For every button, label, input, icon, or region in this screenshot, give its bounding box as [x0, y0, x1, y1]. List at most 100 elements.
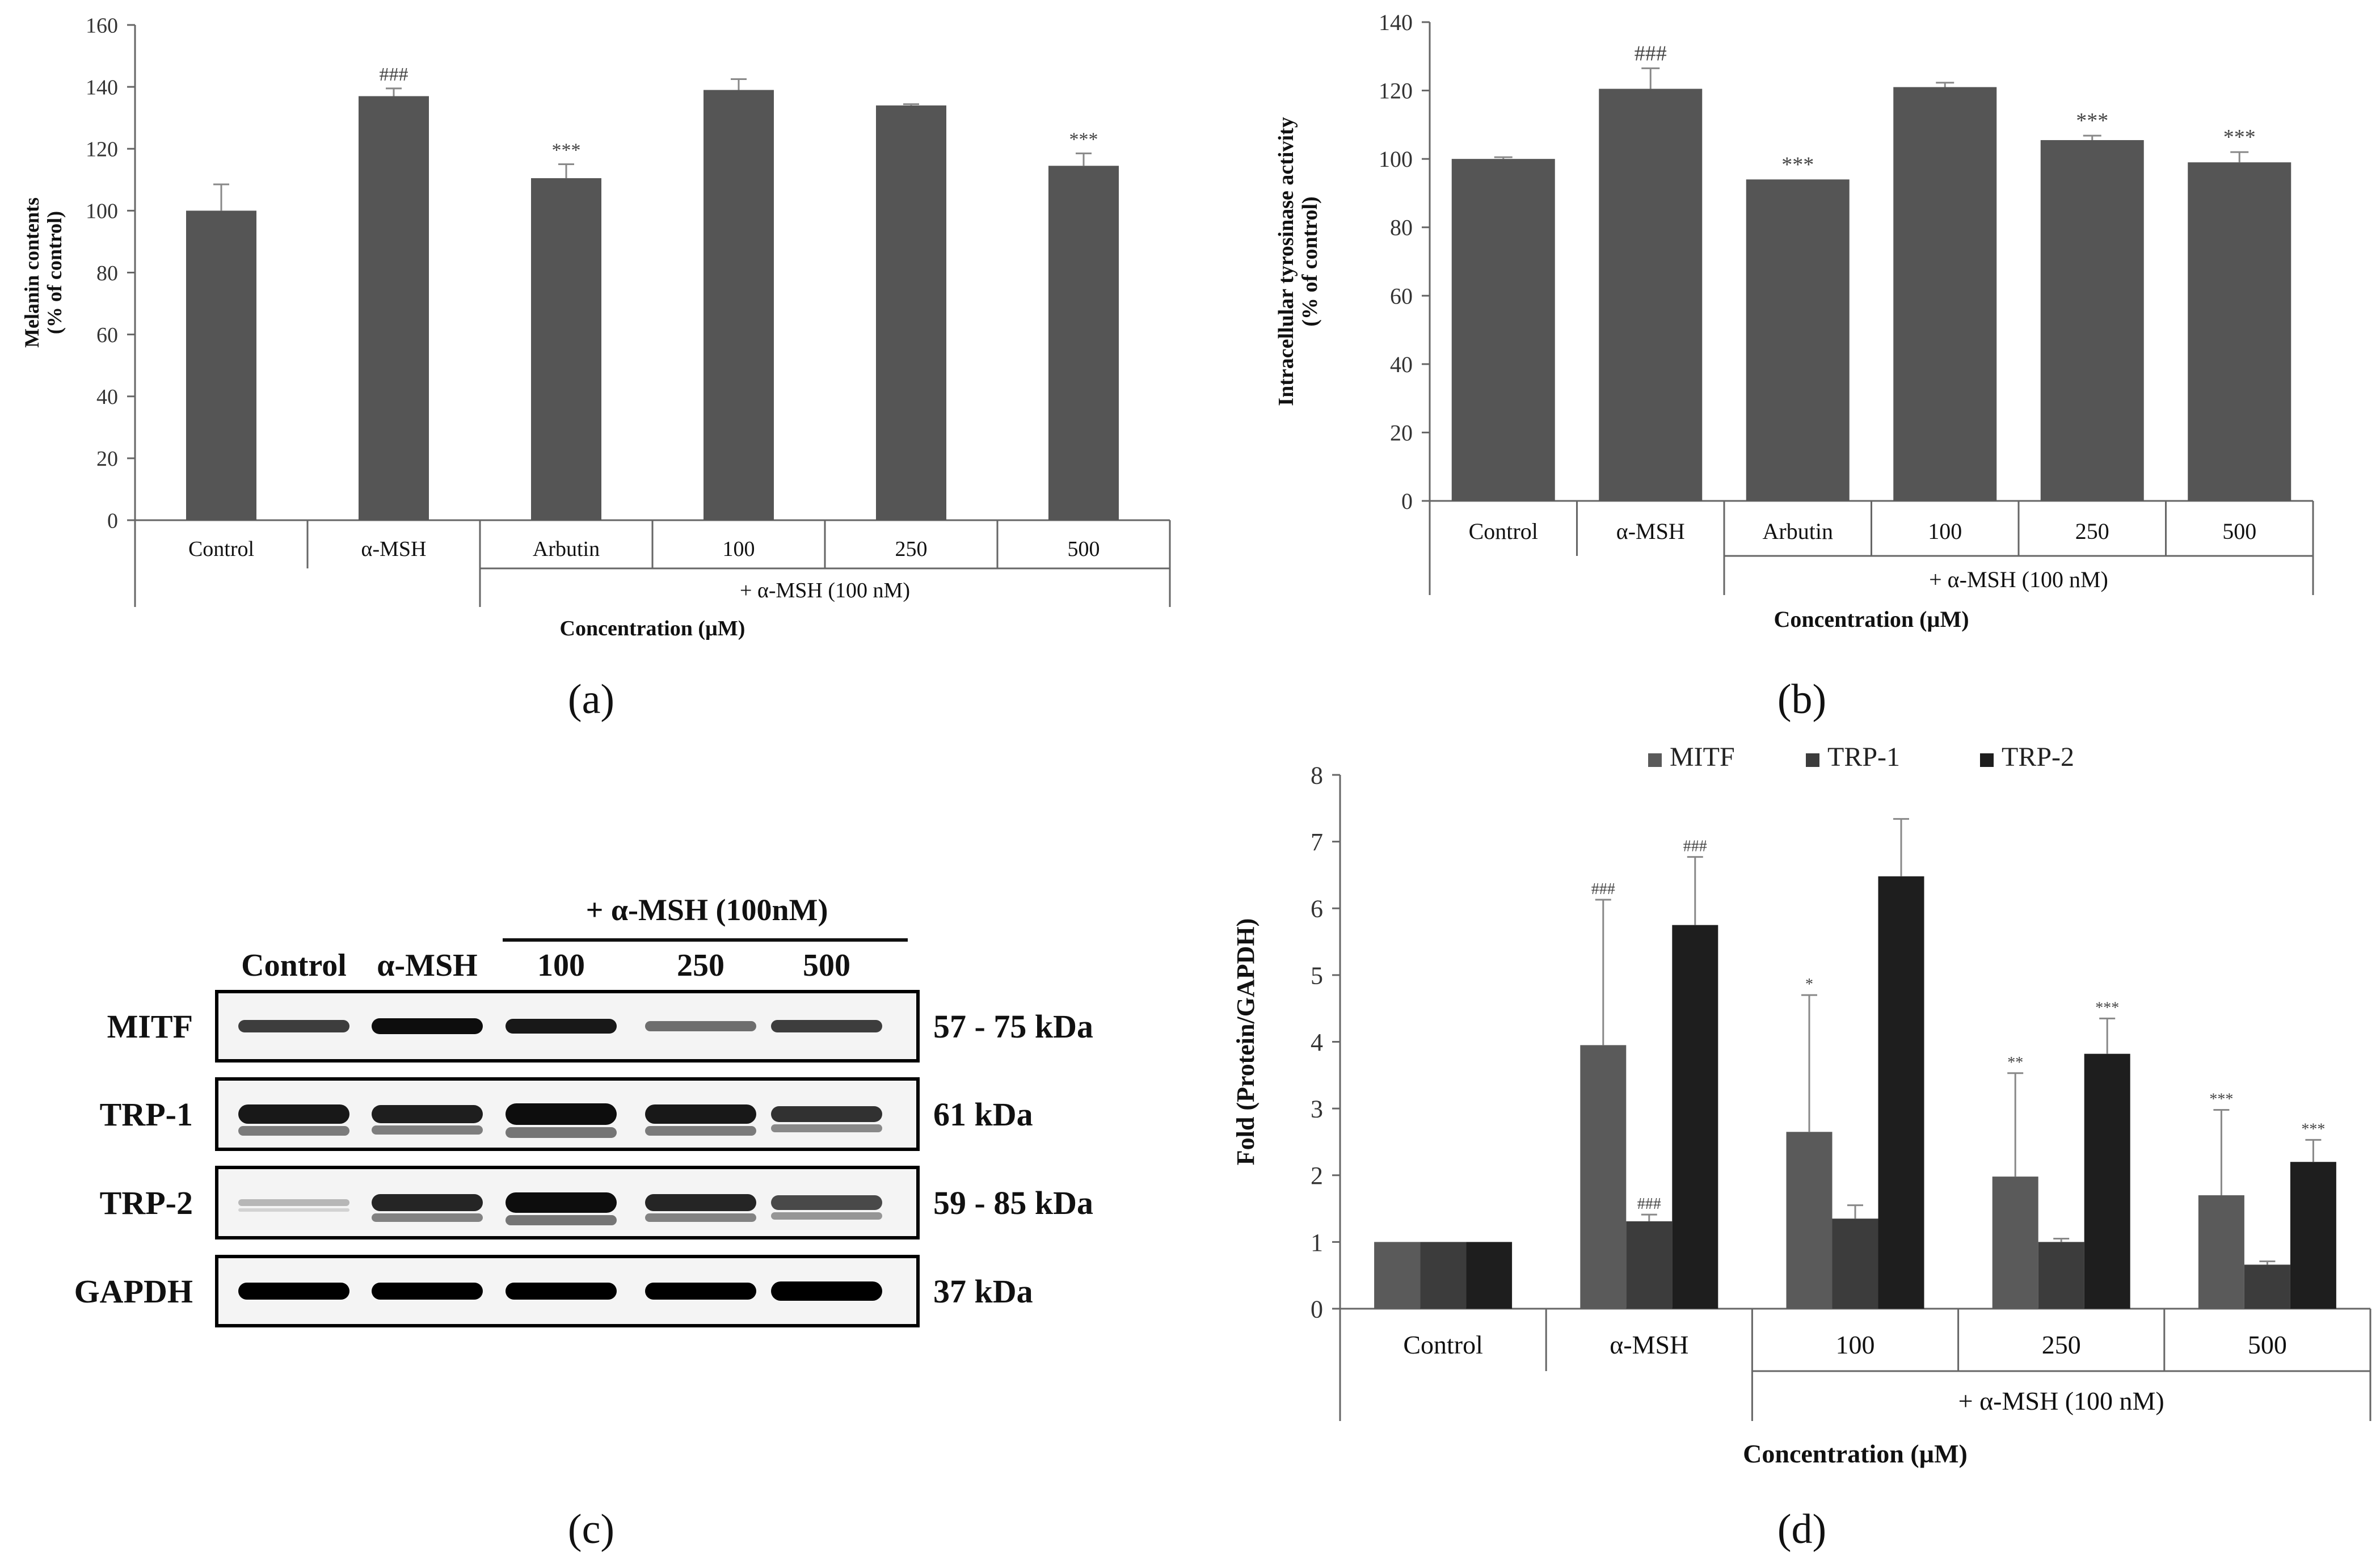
panel-label-d: (d): [1777, 1506, 1826, 1553]
blot-lane-label: 250: [677, 948, 724, 983]
blot-band-lower: [645, 1213, 756, 1222]
blot-band-lower: [645, 1126, 756, 1136]
y-tick-label: 8: [1311, 761, 1323, 789]
category-label: 250: [2042, 1330, 2081, 1359]
blot-lane-label: Control: [241, 948, 347, 983]
legend-label-trp-1: TRP-1: [1827, 742, 1900, 772]
blot-size-label: 61 kDa: [933, 1096, 1033, 1133]
y-axis-label: Fold (Protein/GAPDH): [1232, 918, 1259, 1165]
y-tick-label: 140: [86, 75, 118, 99]
bar-trp-1-Control: [1420, 1242, 1467, 1309]
significance-marker: ###: [1591, 880, 1615, 898]
legend-swatch-trp-1: [1806, 753, 1819, 767]
y-tick-label: 2: [1311, 1162, 1323, 1190]
blot-band: [771, 1281, 882, 1301]
y-tick-label: 7: [1311, 828, 1323, 856]
bar-main-250: [2040, 140, 2144, 501]
y-axis-label-line: Intracellular tyrosinase activity: [1274, 117, 1298, 406]
significance-marker: ***: [2301, 1120, 2325, 1138]
blot-protein-label: TRP-1: [100, 1096, 193, 1133]
significance-marker: ***: [2223, 125, 2256, 149]
category-label: Control: [1469, 518, 1538, 544]
category-label: 100: [723, 537, 755, 561]
category-label: Control: [1403, 1330, 1483, 1359]
blot-band-lower: [372, 1125, 483, 1135]
x-axis-label: Concentration (µM): [1774, 606, 1969, 632]
blot-band: [645, 1104, 756, 1124]
blot-group-label: + α-MSH (100nM): [586, 893, 828, 927]
blot-band: [645, 1021, 756, 1031]
y-tick-label: 20: [96, 447, 118, 471]
category-label: α-MSH: [1616, 518, 1685, 544]
bar-trp-1-250: [2038, 1242, 2084, 1309]
blot-band: [645, 1194, 756, 1211]
y-tick-label: 80: [96, 262, 118, 285]
y-tick-label: 100: [86, 200, 118, 224]
western-blot-panel: Control α-MSH 100 250 500 + α-MSH (100nM) MITF…: [74, 893, 1093, 1327]
bar-mitf-100: [1786, 1132, 1833, 1309]
category-label: 250: [2075, 518, 2109, 544]
bar-main-Arbutin: [1746, 179, 1850, 501]
significance-marker: ###: [380, 64, 408, 85]
category-label: Arbutin: [1763, 518, 1833, 544]
blot-band-lower: [506, 1127, 617, 1138]
category-label: 500: [1068, 537, 1100, 561]
y-tick-label: 1: [1311, 1229, 1323, 1257]
group-label: + α-MSH (100 nM): [1958, 1386, 2164, 1415]
bar-main-500: [1048, 166, 1119, 520]
category-label: 500: [2222, 518, 2256, 544]
x-axis-label: Concentration (µM): [1743, 1439, 1968, 1468]
y-axis-label-line: Fold (Protein/GAPDH): [1232, 918, 1259, 1165]
blot-band-lower: [771, 1212, 882, 1220]
blot-band: [372, 1283, 483, 1300]
blot-band: [506, 1103, 617, 1125]
x-axis-label: Concentration (µM): [560, 617, 745, 640]
bar-trp-2-100: [1878, 876, 1924, 1309]
significance-marker: *: [1805, 976, 1813, 993]
bar-trp-2-250: [2084, 1053, 2130, 1309]
blot-lane-label: 500: [803, 948, 850, 983]
bar-trp-1-100: [1832, 1219, 1878, 1309]
blot-band: [238, 1283, 349, 1300]
panel-label-c: (c): [568, 1506, 614, 1553]
blot-band-lower: [771, 1124, 882, 1132]
blot-band: [372, 1018, 483, 1034]
y-axis-label: Intracellular tyrosinase activity(% of c…: [1274, 117, 1322, 406]
panel-label-a: (a): [568, 676, 614, 723]
category-label: 100: [1928, 518, 1962, 544]
blot-band: [771, 1106, 882, 1122]
category-label: α-MSH: [1610, 1330, 1688, 1359]
blot-band-lower: [238, 1126, 349, 1136]
legend-label-trp-2: TRP-2: [2002, 742, 2074, 772]
y-tick-label: 20: [1390, 420, 1413, 445]
category-label: Control: [188, 537, 254, 561]
y-tick-label: 120: [86, 138, 118, 162]
group-label: + α-MSH (100 nM): [740, 579, 910, 602]
bar-trp-1-500: [2244, 1264, 2290, 1309]
y-tick-label: 60: [1390, 283, 1413, 309]
category-label: 250: [895, 537, 928, 561]
y-axis-label-line: Melanin contents: [20, 197, 43, 348]
blot-protein-label: GAPDH: [74, 1273, 193, 1310]
bar-main-Control: [186, 210, 256, 520]
significance-marker: **: [2007, 1054, 2023, 1072]
panel-label-b: (b): [1777, 676, 1826, 723]
y-tick-label: 3: [1311, 1095, 1323, 1123]
blot-lane-label: 100: [537, 948, 585, 983]
group-label: + α-MSH (100 nM): [1929, 567, 2108, 592]
blot-band-lower: [372, 1213, 483, 1222]
y-tick-label: 40: [1390, 352, 1413, 377]
bar-main-500: [2188, 162, 2291, 501]
category-label: 100: [1836, 1330, 1875, 1359]
bar-trp-2-α-MSH: [1672, 925, 1718, 1309]
legend-label-mitf: MITF: [1670, 742, 1735, 772]
significance-marker: ###: [1635, 41, 1667, 65]
chart-b-tyrosinase-activity: 0 20 40 60 80 100 120 140 Intracellular tyrosina…: [1274, 10, 2314, 632]
blot-band: [372, 1194, 483, 1211]
significance-marker: ***: [2095, 999, 2119, 1017]
significance-marker: ###: [1637, 1195, 1661, 1213]
significance-marker: ***: [2209, 1090, 2233, 1108]
bar-main-100: [1893, 87, 1997, 501]
blot-size-label: 57 - 75 kDa: [933, 1008, 1093, 1045]
significance-marker: ***: [1781, 153, 1814, 176]
